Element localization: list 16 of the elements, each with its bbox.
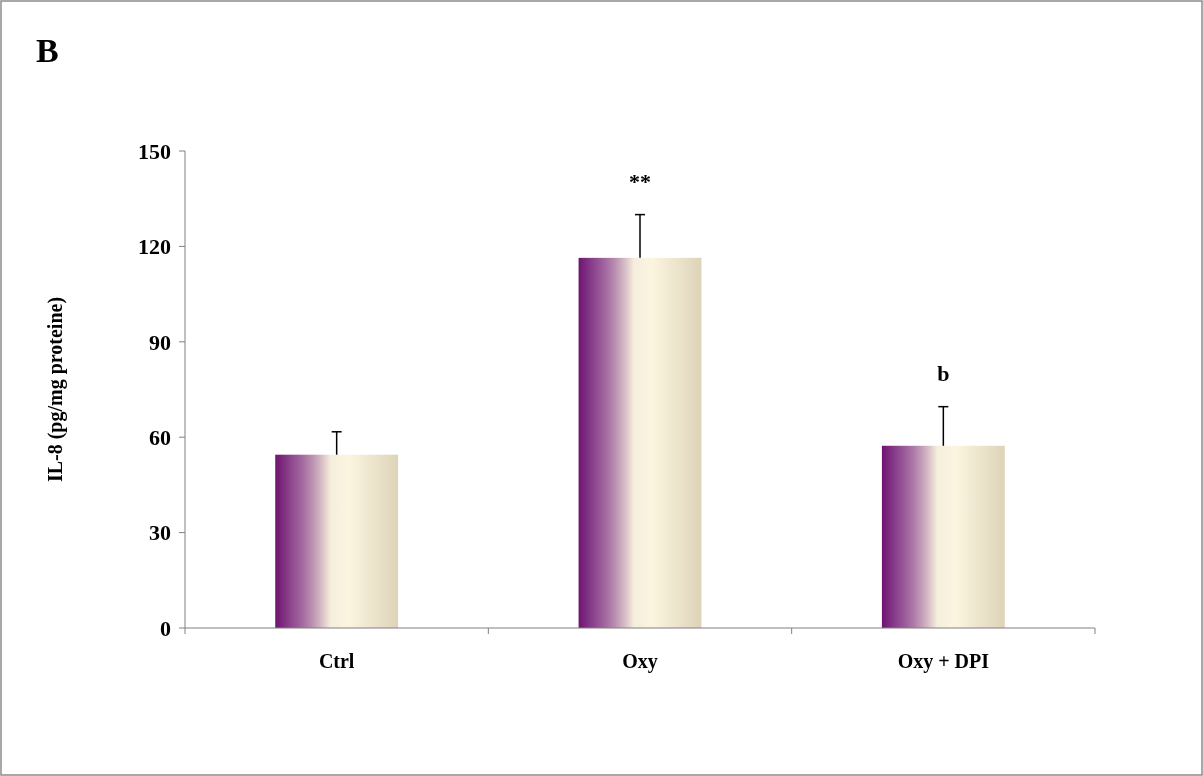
x-tick-label: Oxy — [622, 650, 658, 673]
x-tick-label: Ctrl — [318, 650, 355, 672]
y-tick-label: 90 — [149, 329, 171, 355]
y-tick-label: 30 — [149, 520, 171, 546]
y-tick-label: 0 — [160, 615, 171, 641]
bar — [578, 257, 702, 628]
bar — [275, 454, 399, 628]
y-tick-label: 60 — [149, 424, 171, 450]
y-tick-label: 120 — [138, 234, 171, 260]
chart-title: B — [36, 32, 59, 69]
x-tick-label: Oxy + DPI — [897, 650, 990, 673]
bar — [881, 445, 1005, 628]
annotation: b — [937, 360, 950, 386]
y-axis-title: IL-8 (pg/mg proteine) — [44, 296, 67, 483]
annotation: ** — [629, 168, 651, 194]
y-tick-label: 150 — [138, 138, 171, 164]
